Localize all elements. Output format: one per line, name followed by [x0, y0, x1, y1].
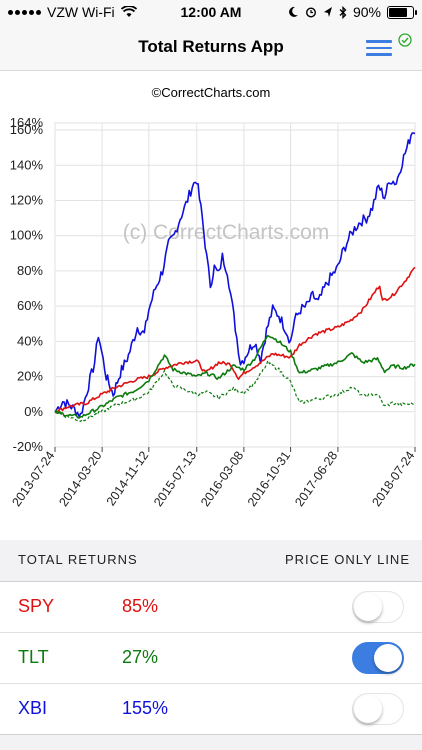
toggle-knob [374, 644, 402, 672]
price-only-toggle-tlt[interactable] [352, 642, 404, 674]
status-time: 12:00 AM [180, 4, 242, 20]
list-item-spy: SPY 85% [0, 582, 422, 633]
returns-header: TOTAL RETURNS PRICE ONLY LINE [0, 540, 422, 580]
symbol-label: TLT [18, 647, 49, 667]
return-value: 155% [122, 698, 169, 718]
price-only-toggle-spy[interactable] [352, 591, 404, 623]
returns-list: SPY 85% TLT 27% XBI 155% [0, 581, 422, 735]
x-tick-label: 2018-07-24 [369, 449, 417, 509]
chart-panel: ©CorrectCharts.com (c) CorrectCharts.com… [0, 71, 422, 540]
return-value: 85% [122, 596, 159, 616]
y-tick-label: 120% [10, 192, 44, 207]
symbol-label: XBI [18, 698, 48, 718]
y-tick-label: 100% [10, 228, 44, 243]
wifi-icon [120, 6, 137, 17]
series-line-tlt-price-only [54, 360, 416, 422]
series-line-tlt [54, 334, 416, 419]
bluetooth-icon [339, 5, 347, 19]
status-right: 90% [288, 4, 417, 20]
signal-icon [8, 9, 41, 15]
chart-copyright: ©CorrectCharts.com [151, 85, 271, 100]
status-bar: VZW Wi-Fi 12:00 AM 90% [0, 0, 422, 24]
y-tick-label: 80% [17, 263, 43, 278]
x-tick-label: 2016-10-31 [245, 449, 293, 509]
chart-grid [54, 122, 416, 448]
y-tick-label: 164% [10, 115, 44, 130]
location-icon [323, 7, 332, 17]
battery-icon [387, 5, 417, 19]
x-tick-label: 2015-07-13 [151, 449, 199, 509]
x-tick-label: 2017-06-28 [292, 449, 340, 509]
nav-bar: Total Returns App [0, 24, 422, 71]
battery-percent: 90% [352, 4, 381, 20]
alarm-icon [305, 7, 316, 18]
y-tick-label: 20% [17, 369, 43, 384]
return-value: 27% [122, 647, 159, 667]
chart-series [54, 132, 416, 422]
price-only-header: PRICE ONLY LINE [284, 552, 410, 567]
y-tick-label: 160% [10, 122, 44, 137]
x-tick-label: 2014-11-12 [104, 449, 152, 509]
toggle-knob [354, 695, 382, 723]
chart-axes: 164%160%140%120%100%80%60%40%20%0%-20%20… [9, 115, 417, 509]
returns-line-chart: (c) CorrectCharts.com 164%160% 140% 120% 10… [9, 115, 417, 509]
y-tick-label: 60% [17, 298, 43, 313]
status-left: VZW Wi-Fi [8, 4, 137, 20]
menu-icon[interactable] [366, 40, 392, 56]
battery-fill [389, 7, 407, 17]
plot-frame [54, 122, 416, 448]
moon-icon [289, 6, 298, 17]
series-line-xbi [54, 132, 416, 418]
carrier-label: VZW Wi-Fi [47, 4, 115, 20]
x-tick-label: 2016-03-08 [198, 449, 246, 509]
list-item-xbi: XBI 155% [0, 684, 422, 734]
y-tick-label: 40% [17, 333, 43, 348]
total-returns-header: TOTAL RETURNS [18, 552, 138, 567]
list-item-tlt: TLT 27% [0, 633, 422, 684]
chart-watermark: (c) CorrectCharts.com [123, 221, 330, 244]
symbol-label: SPY [18, 596, 55, 616]
x-tick-label: 2014-03-20 [56, 449, 104, 509]
check-circle-icon[interactable] [398, 33, 412, 47]
y-tick-label: -20% [13, 439, 44, 454]
toggle-knob [354, 593, 382, 621]
series-line-spy [54, 266, 416, 414]
y-tick-label: 140% [10, 157, 44, 172]
y-tick-label: 0% [24, 404, 43, 419]
x-tick-label: 2013-07-24 [9, 449, 57, 509]
price-only-toggle-xbi[interactable] [352, 693, 404, 725]
page-title: Total Returns App [138, 37, 284, 56]
